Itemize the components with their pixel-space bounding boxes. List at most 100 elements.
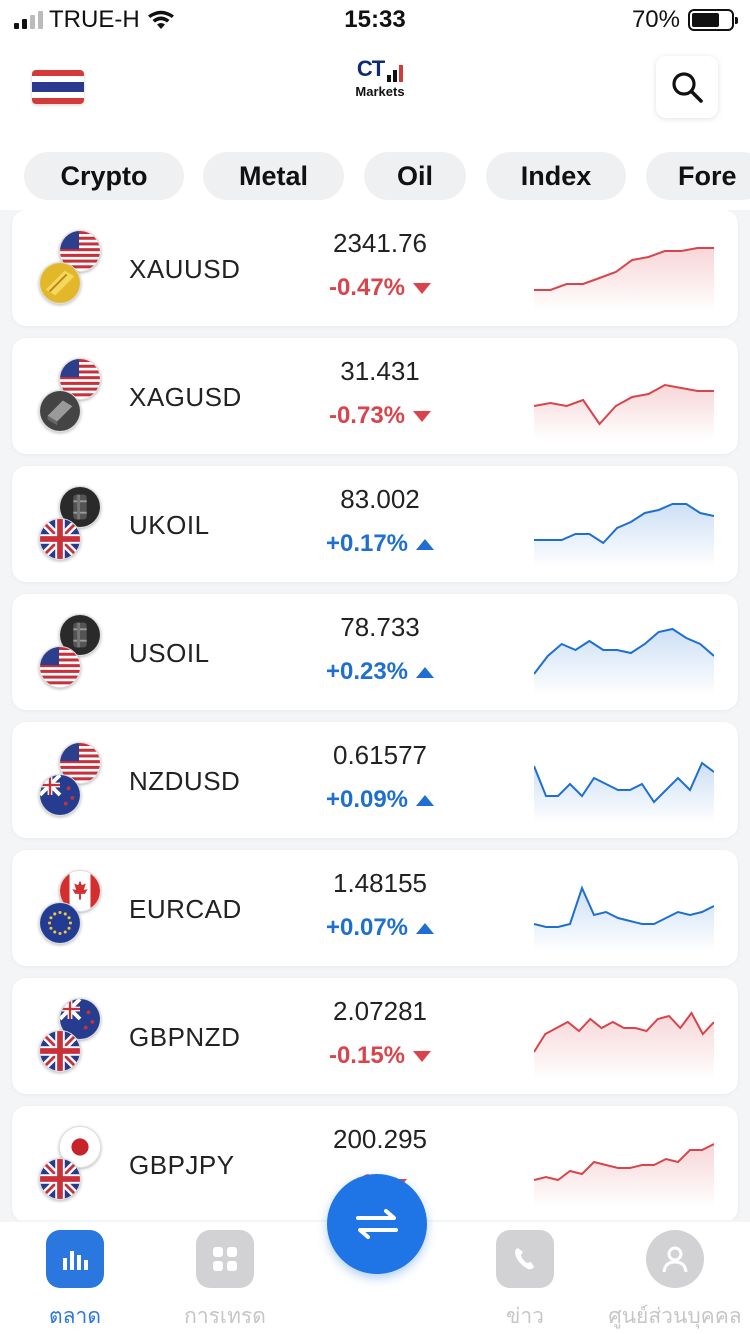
change-percent: -0.73% [328, 402, 406, 429]
instrument-symbol: GBPJPY [129, 1150, 235, 1180]
sparkline-line [534, 1011, 714, 1053]
instrument-price: 83.002 [340, 484, 420, 514]
bar-chart-icon [46, 1230, 104, 1288]
instrument-symbol: XAGUSD [129, 382, 242, 412]
sparkline-area [534, 763, 714, 824]
app-header: CT Markets [0, 40, 750, 140]
us-flag-icon [39, 646, 81, 688]
sparkline-area [534, 1013, 714, 1080]
phone-icon [496, 1230, 554, 1288]
battery-percent: 70% [631, 6, 680, 33]
sparkline-chart [534, 503, 714, 568]
sparkline-line [534, 761, 714, 804]
sparkline-line [534, 627, 714, 675]
instrument-symbol: EURCAD [129, 894, 242, 924]
sparkline-line [534, 1143, 714, 1182]
instrument-price: 78.733 [340, 612, 420, 642]
instrument-list: XAUUSD 2341.76 -0.47% XAGUSD 31.431 -0.73% UKO… [0, 210, 750, 1220]
instrument-change: +0.23% [280, 658, 480, 686]
tab-forex[interactable]: Fore [646, 152, 750, 200]
change-percent: -0.47% [328, 274, 406, 301]
carrier-label: TRUE-H [49, 6, 140, 33]
instrument-price: 2341.76 [333, 228, 427, 258]
logo-sub-text: Markets [355, 84, 405, 99]
signal-icon [14, 11, 43, 29]
tab-index[interactable]: Index [486, 152, 626, 200]
sparkline-chart [534, 247, 714, 312]
sparkline-area [534, 504, 714, 568]
instrument-price: 200.295 [333, 1124, 427, 1154]
arrow-up-icon [416, 794, 435, 806]
sparkline-chart [534, 1143, 714, 1208]
tab-oil[interactable]: Oil [364, 152, 466, 200]
instrument-symbol: UKOIL [129, 510, 210, 540]
arrow-up-icon [416, 922, 435, 934]
change-percent: -0.15% [328, 1042, 406, 1069]
sparkline-area [534, 629, 714, 696]
ct-markets-logo: CT Markets [340, 56, 420, 112]
nav-label-personal: ศูนย์ส่วนบุคคล [608, 1305, 742, 1328]
instrument-symbol: USOIL [129, 638, 210, 668]
nz-flag-icon [39, 774, 81, 816]
sparkline-chart [534, 885, 714, 952]
gold-coin-icon [39, 262, 81, 304]
thailand-flag-icon[interactable] [32, 70, 84, 104]
swap-button[interactable] [327, 1174, 427, 1274]
tab-metal[interactable]: Metal [203, 152, 344, 200]
instrument-price: 2.07281 [333, 996, 427, 1026]
instrument-change: +0.07% [280, 914, 480, 942]
sparkline-chart [534, 383, 714, 440]
nav-label-news: ข่าว [506, 1305, 544, 1328]
nav-item-trade[interactable]: การเทรด [150, 1230, 300, 1333]
arrow-down-icon [413, 282, 432, 294]
logo-bars-icon [387, 64, 404, 82]
logo-main-text: CT [356, 56, 385, 81]
nav-label-market: ตลาด [49, 1305, 101, 1328]
instrument-change: -0.73% [280, 402, 480, 430]
sparkline-chart [534, 1011, 714, 1080]
instrument-price: 1.48155 [333, 868, 427, 898]
instrument-symbol: NZDUSD [129, 766, 241, 796]
search-button[interactable] [656, 56, 718, 118]
nav-item-personal[interactable]: ศูนย์ส่วนบุคคล [600, 1230, 750, 1333]
nav-item-news[interactable]: ข่าว [450, 1230, 600, 1333]
uk-flag-icon [39, 1158, 81, 1200]
user-icon [646, 1230, 704, 1288]
nav-item-market[interactable]: ตลาด [0, 1230, 150, 1333]
instrument-row[interactable]: XAGUSD 31.431 -0.73% [12, 338, 738, 454]
instrument-row[interactable]: USOIL 78.733 +0.23% [12, 594, 738, 710]
eu-flag-icon [39, 902, 81, 944]
battery-icon [688, 9, 738, 31]
instrument-row[interactable]: XAUUSD 2341.76 -0.47% [12, 210, 738, 326]
grid-icon [196, 1230, 254, 1288]
category-tabs: Crypto Metal Oil Index Fore [0, 140, 750, 210]
change-percent: +0.23% [325, 658, 409, 685]
sparkline-line [534, 383, 714, 426]
instrument-change: -0.47% [280, 274, 480, 302]
status-left: TRUE-H [14, 6, 176, 34]
arrow-up-icon [416, 666, 435, 678]
instrument-symbol: GBPNZD [129, 1022, 241, 1052]
arrow-down-icon [413, 410, 432, 422]
instrument-row[interactable]: UKOIL 83.002 +0.17% [12, 466, 738, 582]
swap-icon [356, 1209, 398, 1239]
sparkline-chart [534, 761, 714, 824]
nav-label-trade: การเทรด [184, 1305, 266, 1328]
tab-crypto[interactable]: Crypto [24, 152, 184, 200]
arrow-up-icon [416, 538, 435, 550]
sparkline-area [534, 248, 714, 312]
instrument-row[interactable]: EURCAD 1.48155 +0.07% [12, 850, 738, 966]
search-icon [672, 72, 703, 103]
status-right: 70% [631, 6, 738, 34]
instrument-row[interactable]: GBPNZD 2.07281 -0.15% [12, 978, 738, 1094]
instrument-change: -0.15% [280, 1042, 480, 1070]
instrument-row[interactable]: NZDUSD 0.61577 +0.09% [12, 722, 738, 838]
change-percent: +0.09% [325, 786, 409, 813]
us-flag-icon [59, 742, 101, 784]
wifi-icon [147, 10, 174, 29]
japan-flag-icon [59, 1126, 101, 1168]
change-percent: +0.07% [325, 914, 409, 941]
instrument-change: +0.09% [280, 786, 480, 814]
sparkline-line [534, 503, 714, 545]
silver-coin-icon [39, 390, 81, 432]
